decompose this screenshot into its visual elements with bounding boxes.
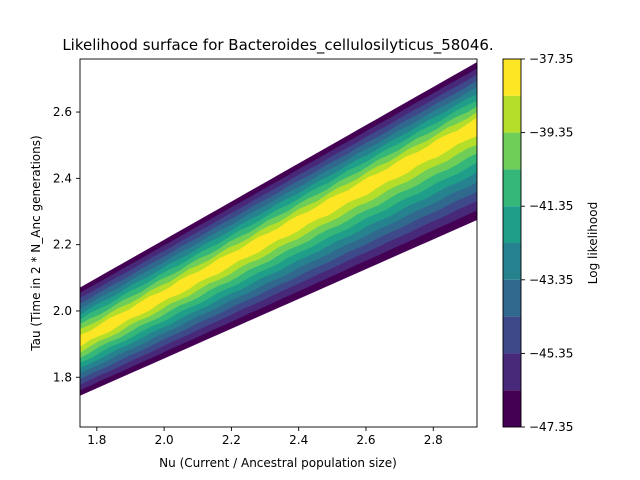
y-axis-ticks: 1.8 2.0 2.2 2.4 2.6 <box>53 105 80 384</box>
colorbar-segment <box>503 353 521 391</box>
plot-area-frame <box>79 58 478 428</box>
colorbar-segment <box>503 316 521 354</box>
x-tick-label: 2.0 <box>155 433 174 447</box>
colorbar-segment <box>503 95 521 133</box>
colorbar-segment <box>503 390 521 427</box>
x-tick-label: 1.8 <box>87 433 106 447</box>
colorbar-segment <box>503 132 521 170</box>
colorbar-tick-label: −37.35 <box>529 52 573 66</box>
x-tick-label: 2.4 <box>289 433 308 447</box>
colorbar-segment <box>503 279 521 317</box>
y-axis-label: Tau (Time in 2 * N_Anc generations) <box>29 135 43 351</box>
colorbar-tick-label: −41.35 <box>529 199 573 213</box>
colorbar-tick-label: −39.35 <box>529 126 573 140</box>
x-tick-label: 2.6 <box>356 433 375 447</box>
x-tick-label: 2.8 <box>424 433 443 447</box>
contour-bands <box>80 62 477 396</box>
colorbar <box>503 59 521 427</box>
y-tick-label: 1.8 <box>53 370 72 384</box>
chart-title: Likelihood surface for Bacteroides_cellu… <box>62 36 493 55</box>
colorbar-ticks: −37.35 −39.35 −41.35 −43.35 −45.35 −47.35 <box>521 52 573 434</box>
x-tick-label: 2.2 <box>222 433 241 447</box>
x-axis-ticks: 1.8 2.0 2.2 2.4 2.6 2.8 <box>87 427 443 447</box>
colorbar-segment <box>503 243 521 280</box>
y-tick-label: 2.4 <box>53 171 72 185</box>
colorbar-segment <box>503 206 521 243</box>
colorbar-tick-label: −47.35 <box>529 420 573 434</box>
colorbar-tick-label: −45.35 <box>529 346 573 360</box>
y-tick-label: 2.2 <box>53 238 72 252</box>
contour-band-9 <box>80 117 477 348</box>
colorbar-frame <box>502 58 522 428</box>
y-tick-label: 2.0 <box>53 304 72 318</box>
y-tick-label: 2.6 <box>53 105 72 119</box>
colorbar-segment <box>503 169 521 207</box>
colorbar-segment <box>503 59 521 96</box>
x-axis-label: Nu (Current / Ancestral population size) <box>159 456 397 470</box>
colorbar-tick-label: −43.35 <box>529 273 573 287</box>
colorbar-label: Log likelihood <box>586 202 600 284</box>
